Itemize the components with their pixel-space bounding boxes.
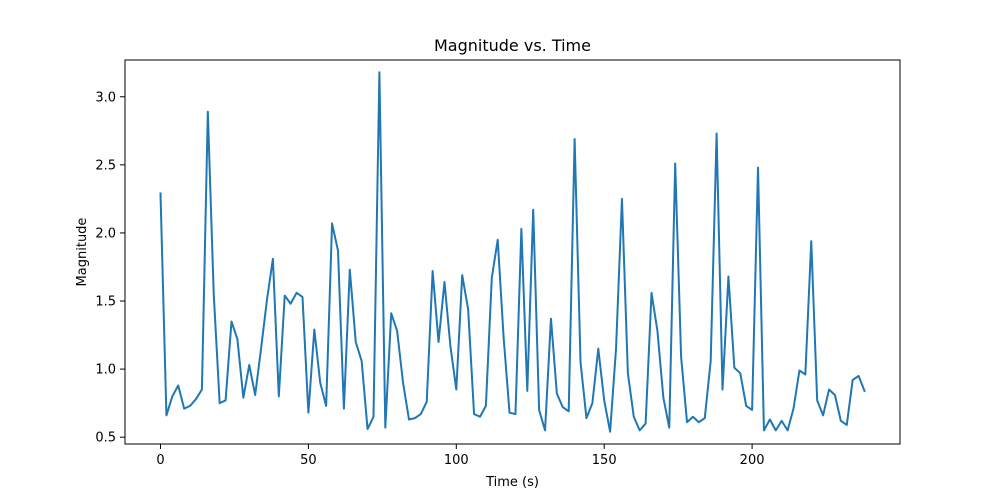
chart-title: Magnitude vs. Time [434,36,591,55]
y-tick-label: 2.0 [95,226,116,241]
x-tick-label: 200 [740,453,765,468]
x-axis: 0 50 100 150 200 [156,444,765,468]
x-tick-label: 150 [592,453,617,468]
y-tick-label: 1.5 [95,295,116,310]
x-tick-label: 100 [444,453,469,468]
series-line-magnitude [159,71,866,433]
plot-frame [124,59,901,445]
y-axis-title: Magnitude [75,218,90,287]
y-tick-label: 2.5 [95,158,116,173]
x-axis-title: Time (s) [485,475,539,490]
y-tick-label: 3.0 [95,90,116,105]
y-axis: 0.5 1.0 1.5 2.0 2.5 3.0 [95,90,125,446]
y-tick-label: 0.5 [95,431,116,446]
x-tick-label: 50 [300,453,317,468]
y-tick-label: 1.0 [95,363,116,378]
x-tick-label: 0 [156,453,164,468]
